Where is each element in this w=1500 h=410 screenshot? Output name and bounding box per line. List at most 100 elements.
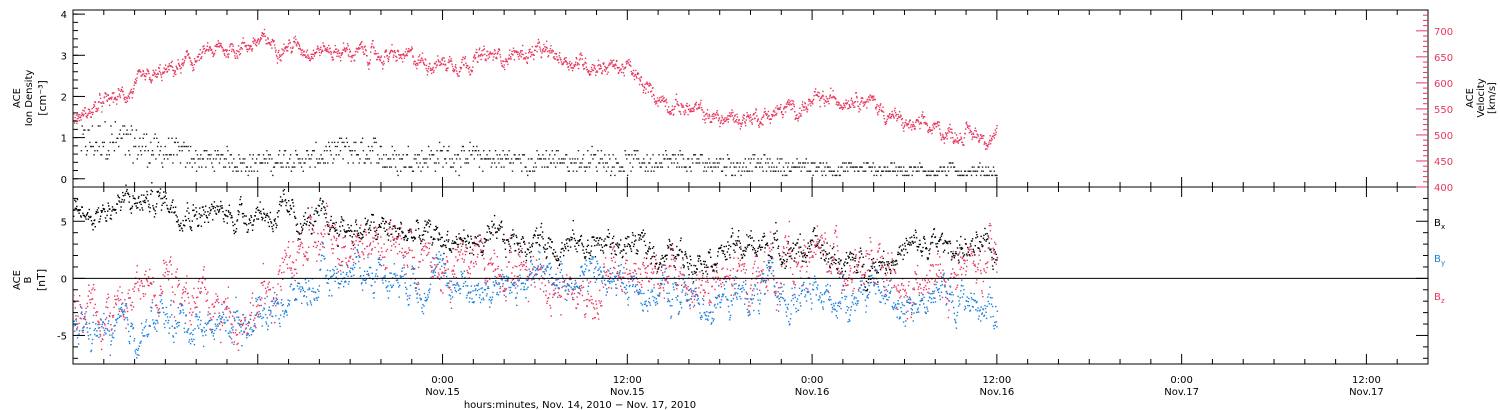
velocity-point [404,55,406,57]
bx-point [188,220,191,222]
density-point [250,170,253,172]
bx-point [659,263,662,265]
velocity-point [231,43,234,45]
velocity-point [613,64,616,66]
velocity-point [316,51,318,53]
bx-point [348,227,350,229]
density-point [717,166,719,168]
bx-point [846,262,849,264]
velocity-point [295,44,298,46]
bx-point [783,260,786,262]
velocity-point [260,38,262,40]
bx-point [472,242,474,245]
velocity-point [397,50,400,53]
bx-point [309,221,311,223]
bx-point [162,202,164,204]
bx-point [99,215,102,217]
bx-point [151,182,153,184]
bx-point [793,260,795,262]
velocity-point [425,67,427,70]
bx-point [433,237,435,240]
density-point [846,166,848,168]
velocity-point [327,49,329,51]
density-point [386,166,388,168]
bx-point [650,258,652,260]
bx-point [990,251,993,253]
velocity-point [722,123,724,125]
bx-point [319,199,321,201]
bx-point [124,194,126,196]
bx-point [468,241,470,243]
velocity-point [94,101,97,104]
bx-point [932,241,934,244]
velocity-point [800,115,802,117]
bx-point [899,245,902,247]
bx-point [179,229,181,232]
bx-point [109,208,111,210]
velocity-point [952,141,954,143]
density-point [427,166,429,168]
bx-point [880,261,883,263]
velocity-point [298,47,300,50]
velocity-point [666,109,668,111]
bx-point [483,237,486,240]
velocity-point [416,62,419,65]
bx-point [461,238,463,240]
bz-point [144,293,147,295]
bx-point [758,239,760,242]
velocity-point [588,69,590,72]
density-point [855,166,857,168]
density-point [695,162,697,164]
density-point [786,174,788,177]
density-point [593,154,596,156]
bx-point [729,256,731,259]
velocity-point [471,70,473,72]
density-point [711,170,713,172]
velocity-point [355,50,357,53]
density-point [326,150,328,152]
bx-point [766,243,768,245]
bx-point [559,263,561,265]
bx-point [611,242,613,244]
velocity-point [332,58,334,61]
velocity-point [565,61,568,63]
velocity-point [849,105,851,107]
density-point [619,166,621,168]
velocity-point [741,122,743,124]
velocity-point [780,104,782,106]
density-point [155,158,157,160]
density-point [666,158,669,160]
density-point [634,154,636,156]
velocity-point [734,120,737,122]
density-point [190,158,193,160]
bx-point [633,243,635,245]
density-point [198,166,200,168]
bx-point [403,236,406,239]
bx-point [832,246,835,248]
bx-point [453,242,455,244]
bz-point [153,296,156,298]
velocity-point [331,59,334,61]
velocity-point [715,117,717,119]
velocity-point [773,115,776,117]
velocity-point [342,42,345,44]
density-point [838,174,841,177]
velocity-point [113,92,115,94]
bz-point [151,299,154,301]
density-point [372,137,375,139]
velocity-point [128,97,131,99]
density-point [900,166,902,168]
velocity-point [427,71,429,73]
density-point [387,158,389,160]
bx-point [940,239,942,241]
bx-point [991,265,994,267]
velocity-point [822,95,825,97]
velocity-point [945,133,947,135]
velocity-point [617,67,619,69]
velocity-point [663,100,666,103]
velocity-point [268,42,270,45]
bx-point [301,226,303,228]
bx-point [722,250,725,252]
velocity-point [559,52,561,54]
density-point [381,158,383,160]
